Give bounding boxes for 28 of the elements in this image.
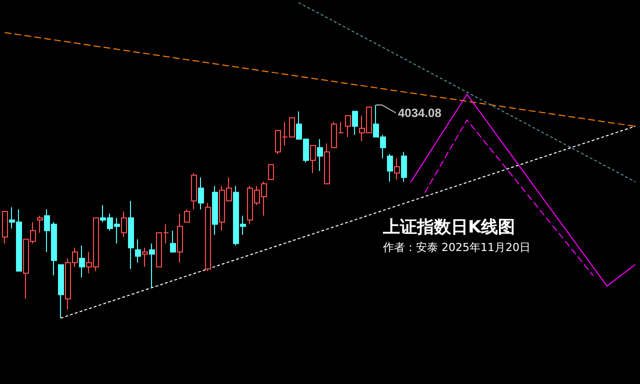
candlestick bbox=[58, 264, 64, 318]
candlestick bbox=[212, 185, 218, 236]
candlestick bbox=[198, 176, 204, 210]
text: 作者：安泰 2025年11月20日 bbox=[382, 241, 530, 254]
candlestick bbox=[135, 238, 141, 264]
candlestick bbox=[191, 172, 197, 210]
candlestick bbox=[128, 200, 134, 270]
candlestick bbox=[387, 153, 393, 182]
candlestick bbox=[170, 230, 176, 252]
candlestick bbox=[345, 115, 351, 138]
candlestick bbox=[177, 213, 183, 264]
candlestick bbox=[79, 245, 85, 278]
candlestick bbox=[142, 247, 148, 268]
candlestick bbox=[268, 164, 274, 180]
candlestick bbox=[394, 158, 400, 180]
candlestick bbox=[149, 242, 155, 289]
text: 上证指数日K线图 bbox=[382, 218, 516, 238]
candlestick bbox=[401, 151, 407, 182]
annotation: 4034.08 bbox=[398, 106, 442, 120]
candlestick bbox=[324, 142, 330, 184]
candlestick bbox=[121, 211, 127, 238]
candlestick bbox=[205, 202, 211, 272]
candlestick bbox=[2, 211, 8, 244]
candlestick bbox=[184, 208, 190, 223]
candlestick bbox=[310, 144, 316, 174]
candlestick bbox=[352, 110, 358, 136]
candlestick bbox=[37, 215, 43, 234]
candlestick bbox=[317, 138, 323, 172]
